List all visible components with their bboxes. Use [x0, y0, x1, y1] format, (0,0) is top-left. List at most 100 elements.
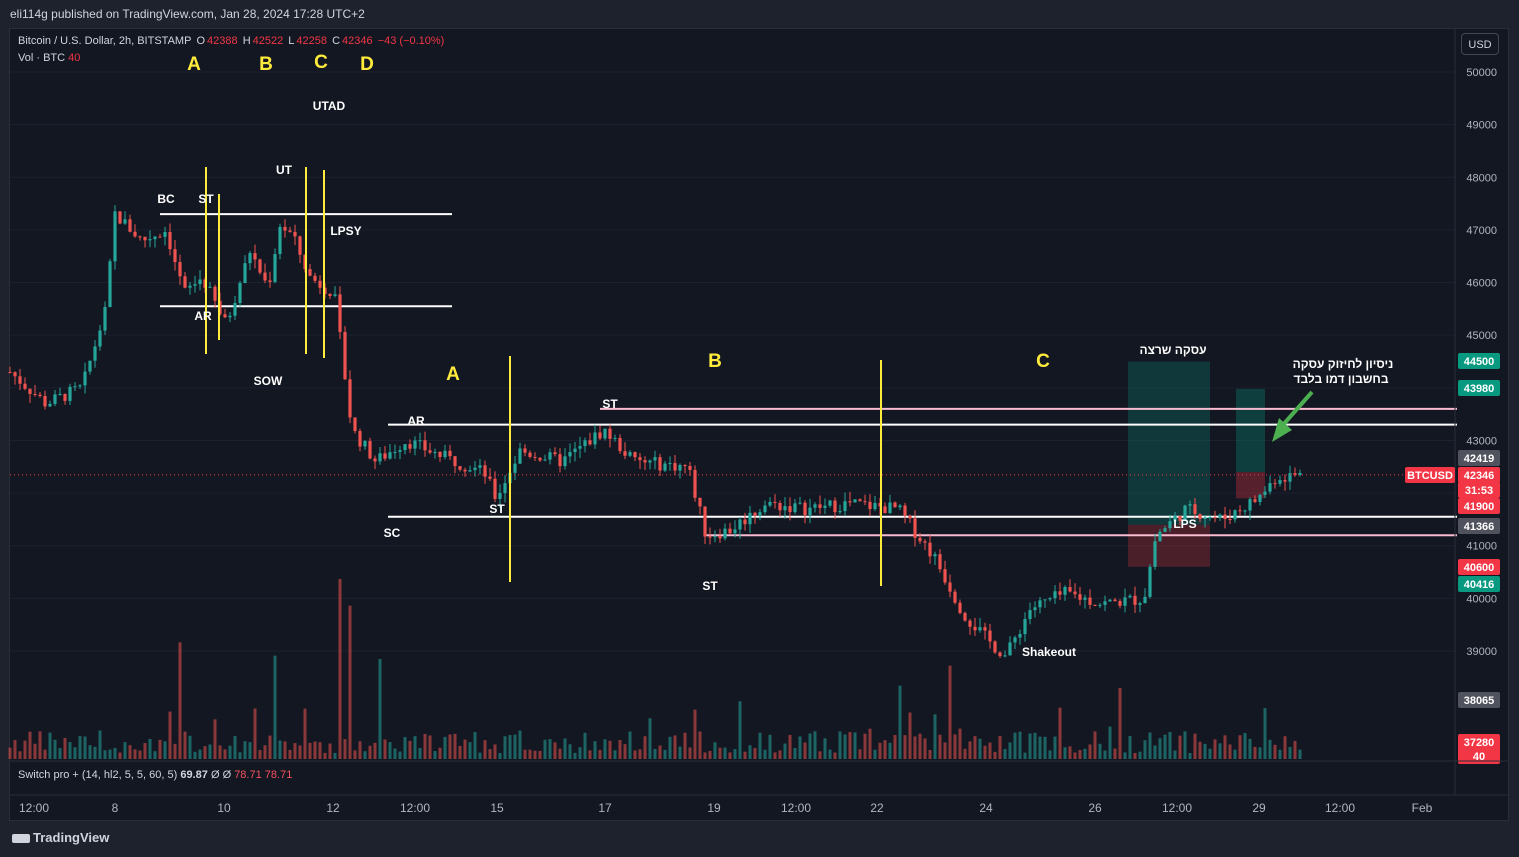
change-value: −43 (−0.10%)	[377, 35, 445, 47]
volume-bar	[1218, 743, 1222, 759]
volume-bar	[723, 747, 727, 759]
volume-bar	[1128, 736, 1132, 759]
volume-bar	[23, 740, 27, 759]
x-tick-label: 12:00	[781, 801, 811, 815]
volume-label: Vol · BTC	[18, 52, 66, 64]
volume-bar	[1038, 736, 1042, 759]
currency-button[interactable]: USD	[1461, 33, 1499, 55]
annotation-label: A	[446, 364, 460, 385]
volume-bar	[628, 731, 632, 759]
volume-bar	[683, 732, 687, 759]
volume-bar	[203, 746, 207, 759]
candle	[688, 465, 692, 470]
candle	[928, 542, 932, 557]
annotation-label: ST	[489, 502, 505, 516]
price-badge	[1458, 353, 1500, 369]
candle	[1093, 604, 1097, 606]
candle	[718, 536, 722, 539]
top-bar: eli114g published on TradingView.com, Ja…	[0, 0, 1519, 28]
candle	[823, 505, 827, 508]
candle	[43, 395, 47, 407]
volume-bar	[573, 752, 577, 759]
candle	[68, 386, 72, 401]
candle	[1013, 637, 1017, 643]
candle	[453, 456, 457, 467]
volume-bar	[563, 738, 567, 759]
candle	[618, 437, 622, 452]
candle	[793, 503, 797, 513]
candle	[213, 286, 217, 301]
candle	[298, 236, 302, 255]
candle	[833, 500, 837, 513]
x-tick-label: 10	[217, 801, 231, 815]
volume-bar	[333, 752, 337, 759]
volume-bar	[773, 752, 777, 759]
volume-bar	[1043, 736, 1047, 759]
volume-bar	[148, 738, 152, 759]
annotation-label: ST	[702, 579, 718, 593]
candle	[388, 452, 392, 459]
candle	[1068, 587, 1072, 592]
candle	[153, 236, 157, 240]
volume-bar	[1268, 739, 1272, 759]
volume-bar	[1053, 736, 1057, 759]
candle	[1073, 591, 1077, 595]
volume-bar	[688, 747, 692, 759]
volume-bar	[398, 751, 402, 759]
volume-bar	[128, 745, 132, 759]
candle	[998, 652, 1002, 657]
x-tick-label: 15	[490, 801, 504, 815]
volume-bar	[143, 743, 147, 759]
volume-bar	[353, 750, 357, 759]
candle	[73, 386, 77, 388]
volume-bar	[1018, 731, 1022, 759]
x-tick-label: 12:00	[1325, 801, 1355, 815]
candle	[748, 512, 752, 525]
candle	[128, 219, 132, 232]
volume-bar	[1073, 752, 1077, 759]
volume-bar	[533, 750, 537, 759]
candle	[1208, 517, 1212, 519]
candle	[473, 467, 477, 471]
y-tick-label: 46000	[1466, 278, 1497, 290]
candle	[653, 457, 657, 461]
candle	[553, 452, 557, 455]
volume-bar	[608, 740, 612, 759]
tradingview-logo[interactable]: TradingView	[12, 830, 109, 845]
volume-bar	[863, 733, 867, 759]
volume-bar	[803, 742, 807, 759]
volume-bar	[368, 745, 372, 759]
candle	[1288, 473, 1292, 482]
volume-bar	[63, 738, 67, 759]
candle	[593, 432, 597, 445]
candle	[98, 330, 102, 347]
candle	[13, 372, 17, 377]
annotation-label: B	[708, 351, 722, 372]
volume-bar	[98, 730, 102, 759]
candle	[813, 504, 817, 508]
volume-bar	[1228, 744, 1232, 759]
candle	[523, 448, 527, 453]
oscillator-symbol-1: Ø	[210, 769, 220, 781]
volume-bar	[1028, 733, 1032, 759]
candle	[863, 501, 867, 503]
volume-bar	[658, 745, 662, 759]
annotation-label: SOW	[254, 374, 283, 388]
volume-bar	[1293, 740, 1297, 759]
candle	[903, 505, 907, 516]
volume-bar	[313, 741, 317, 759]
volume-bar	[1058, 707, 1062, 759]
candle	[498, 493, 502, 499]
volume-bar	[1258, 747, 1262, 759]
volume-bar	[478, 752, 482, 759]
volume-bar	[1033, 732, 1037, 759]
candle	[503, 483, 507, 494]
volume-bar	[543, 739, 547, 759]
candle	[1218, 514, 1222, 518]
candle	[1293, 473, 1297, 475]
volume-bar	[1068, 746, 1072, 759]
candle	[243, 263, 247, 283]
price-badge-label: 31:53	[1465, 485, 1493, 497]
volume-bar	[1278, 749, 1282, 759]
